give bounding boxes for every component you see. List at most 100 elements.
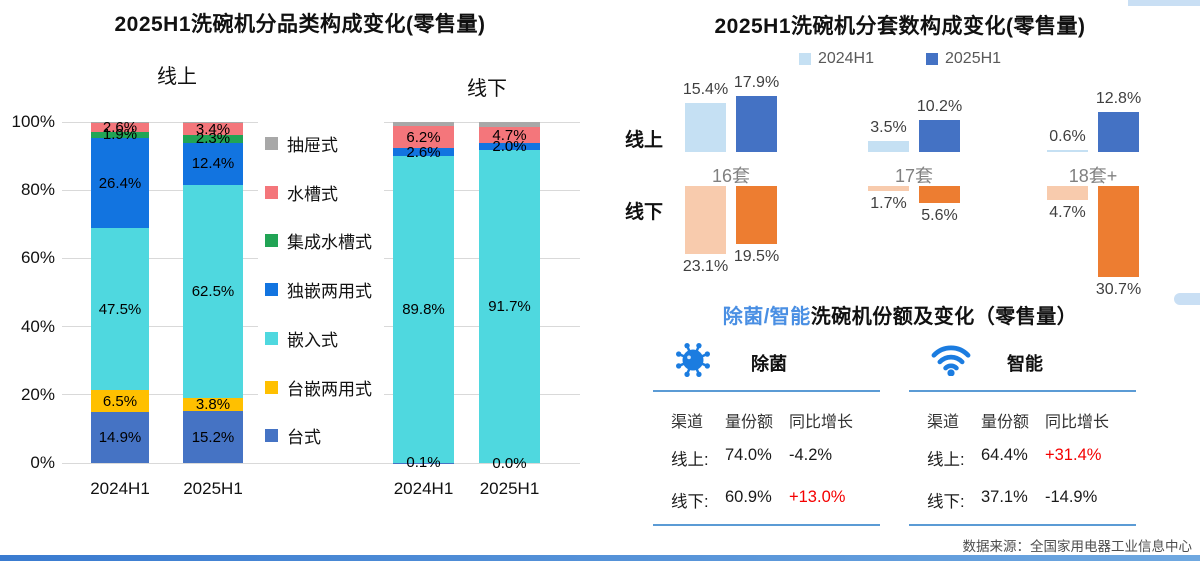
column-header: 量份额 bbox=[725, 414, 774, 431]
stack-segment-label: 1.9% bbox=[102, 126, 138, 144]
stack-segment-label: 47.5% bbox=[98, 300, 142, 318]
column-header: 同比增长 bbox=[789, 414, 854, 431]
stack-segment-label: 0.1% bbox=[406, 454, 441, 472]
growth-cell: +13.0% bbox=[789, 488, 846, 506]
stack-segment-label: 91.7% bbox=[488, 298, 531, 316]
y-tick: 100% bbox=[11, 112, 55, 131]
legend-swatch bbox=[265, 331, 278, 345]
legend-swatch bbox=[265, 185, 278, 199]
bar bbox=[868, 140, 909, 152]
stack-segment bbox=[183, 142, 243, 186]
bar-label: 0.6% bbox=[1049, 128, 1086, 146]
stack-segment-label: 3.4% bbox=[195, 120, 231, 138]
stack-segment-label: 89.8% bbox=[402, 301, 445, 319]
decor-strip-right bbox=[1174, 293, 1200, 305]
legend-label: 2025H1 bbox=[945, 50, 1002, 67]
channel-cell: 线下: bbox=[671, 493, 709, 511]
stack-segment bbox=[393, 122, 454, 127]
legend-item: 抽屉式 bbox=[265, 131, 338, 156]
legend-label: 水槽式 bbox=[287, 184, 338, 204]
stack-segment bbox=[91, 122, 149, 132]
table-row: 线上: 64.4% +31.4% bbox=[909, 446, 1136, 469]
bar bbox=[919, 119, 960, 152]
stacked-chart-legend: 抽屉式 水槽式 集成水槽式 独嵌两用式 嵌入式 台嵌两用式 台式 bbox=[258, 120, 384, 460]
share-cell: 64.4% bbox=[981, 446, 1028, 464]
bar-label: 12.8% bbox=[1095, 89, 1142, 107]
legend-label: 台式 bbox=[287, 428, 321, 448]
stack-segment bbox=[91, 228, 149, 391]
stack-segment bbox=[91, 390, 149, 413]
bar-label: 1.7% bbox=[870, 195, 907, 212]
stack-segment bbox=[183, 134, 243, 143]
stack-segment-label: 3.8% bbox=[195, 396, 231, 414]
table-row: 线上: 74.0% -4.2% bbox=[653, 446, 880, 469]
stack-segment-label: 6.2% bbox=[406, 128, 441, 146]
share-cell: 37.1% bbox=[981, 488, 1028, 506]
bar-label: 17.9% bbox=[733, 73, 780, 91]
bar-label: 19.5% bbox=[733, 247, 780, 265]
column-header: 渠道 bbox=[671, 414, 704, 431]
category-label: 16套 bbox=[711, 166, 751, 186]
legend-item: 台式 bbox=[265, 423, 321, 448]
stack-segment bbox=[91, 412, 149, 463]
x-axis-label: 2025H1 bbox=[479, 479, 540, 498]
online-row-label: 线上 bbox=[625, 130, 664, 151]
stack-segment bbox=[91, 122, 149, 123]
legend-label: 2024H1 bbox=[817, 50, 874, 67]
left-chart-title: 2025H1洗碗机分品类构成变化(零售量) bbox=[114, 13, 486, 36]
legend-swatch bbox=[265, 283, 278, 297]
divider-line-top bbox=[653, 390, 880, 392]
stack-segment bbox=[183, 123, 243, 135]
y-tick: 60% bbox=[20, 248, 55, 268]
bar bbox=[868, 186, 909, 191]
legend-item: 水槽式 bbox=[265, 180, 338, 205]
germ-icon bbox=[673, 340, 713, 380]
legend-label: 抽屉式 bbox=[287, 136, 338, 155]
legend-swatch bbox=[265, 137, 278, 150]
data-source-note: 数据来源：全国家用电器工业信息中心 bbox=[962, 539, 1193, 554]
bar bbox=[736, 95, 777, 152]
growth-cell: -4.2% bbox=[789, 446, 833, 464]
category-label: 18套+ bbox=[1068, 166, 1118, 186]
legend-item: 嵌入式 bbox=[265, 326, 338, 351]
bar-label: 4.7% bbox=[1049, 203, 1086, 221]
gridline bbox=[62, 462, 580, 464]
column-header: 同比增长 bbox=[1045, 414, 1110, 431]
bar bbox=[736, 186, 777, 244]
stack-segment bbox=[91, 138, 149, 229]
bar bbox=[685, 186, 726, 255]
legend-swatch bbox=[265, 429, 278, 443]
y-tick: 0% bbox=[30, 453, 55, 472]
legend-item: 集成水槽式 bbox=[265, 228, 372, 253]
y-tick: 80% bbox=[20, 180, 55, 200]
stack-segment bbox=[479, 127, 540, 144]
stack-segment-label: 2.3% bbox=[195, 130, 231, 148]
legend-label: 嵌入式 bbox=[287, 330, 338, 350]
stack-segment-label: 12.4% bbox=[191, 155, 235, 173]
offline-group-label: 线下 bbox=[467, 78, 507, 100]
smart-card: 智能 渠道 量份额 同比增长 线上: 64.4% +31.4% 线下: 37.1% -14.9% bbox=[909, 340, 1136, 530]
bar-label: 10.2% bbox=[916, 97, 963, 115]
bar-label: 23.1% bbox=[682, 258, 729, 276]
decor-strip-bottom bbox=[0, 555, 1200, 561]
stack-segment bbox=[183, 411, 243, 463]
stack-segment bbox=[479, 150, 540, 463]
x-axis-label: 2025H1 bbox=[183, 479, 243, 498]
stack-segment-label: 4.7% bbox=[492, 126, 527, 144]
stack-segment bbox=[393, 126, 454, 148]
offline-row-label: 线下 bbox=[625, 202, 664, 223]
legend-item: 2024H1 bbox=[798, 50, 874, 68]
bar-label: 5.6% bbox=[921, 206, 958, 224]
legend-item: 台嵌两用式 bbox=[265, 375, 372, 400]
growth-cell: +31.4% bbox=[1045, 446, 1102, 464]
legend-label: 台嵌两用式 bbox=[287, 379, 372, 399]
table-row: 线下: 37.1% -14.9% bbox=[909, 488, 1136, 511]
stack-segment-label: 2.6% bbox=[102, 118, 138, 136]
bar bbox=[685, 103, 726, 152]
stack-segment-label: 0.0% bbox=[492, 454, 527, 472]
legend-item: 2025H1 bbox=[926, 50, 1001, 68]
bar-label: 30.7% bbox=[1095, 280, 1142, 298]
column-header: 渠道 bbox=[927, 414, 960, 431]
legend-swatch bbox=[798, 53, 811, 65]
